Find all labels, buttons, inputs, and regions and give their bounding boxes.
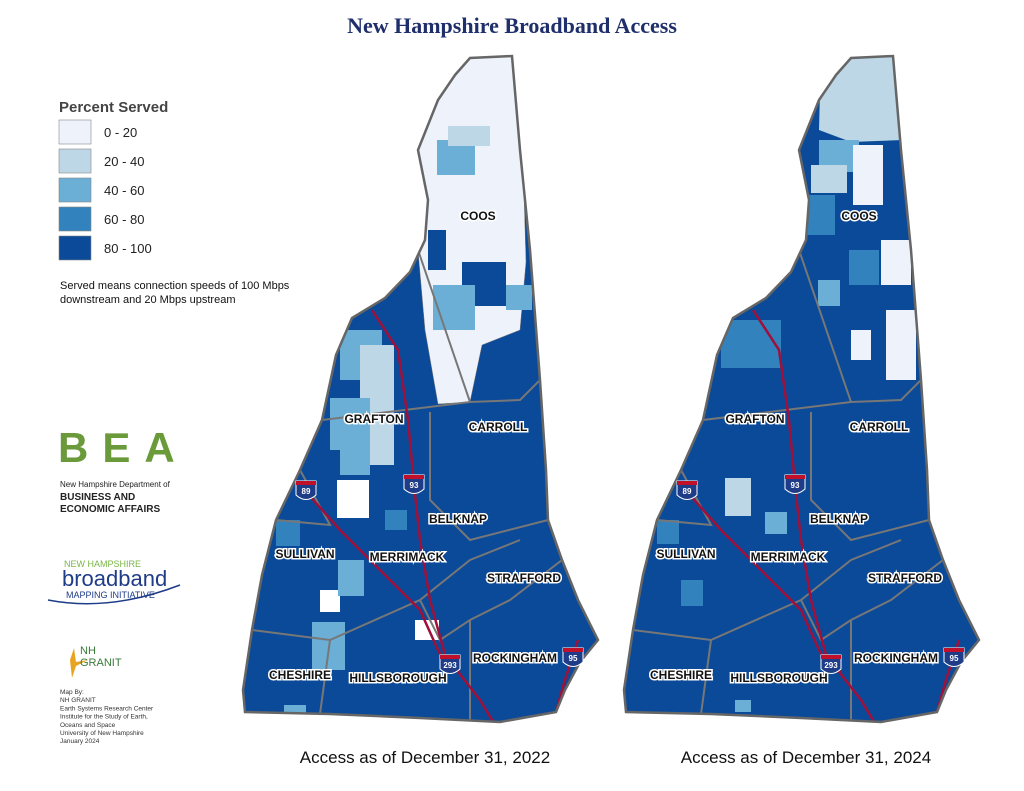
county-label: BELKNAP: [810, 512, 868, 526]
legend-swatch: [58, 177, 92, 203]
county-label: ROCKINGHAM: [473, 651, 557, 665]
highway-label: 89: [683, 487, 692, 496]
highway-label: 93: [791, 481, 800, 490]
shield-top: [440, 655, 460, 659]
highway-label: 95: [950, 654, 959, 663]
shield-top: [296, 481, 316, 485]
county-label: CHESHIRE: [269, 668, 331, 682]
highway-shield: [403, 474, 425, 494]
shield-top: [563, 648, 583, 652]
county-label: HILLSBOROUGH: [349, 671, 446, 685]
legend-swatch: [58, 235, 92, 261]
legend-label: 60 - 80: [104, 212, 144, 227]
credit-line: Institute for the Study of Earth,: [60, 714, 148, 721]
map-caption: Access as of December 31, 2024: [681, 748, 931, 767]
county-label: GRAFTON: [344, 412, 403, 426]
credit-line: Map By:: [60, 689, 84, 696]
legend-swatch: [58, 119, 92, 145]
highway-label: 293: [824, 661, 838, 670]
title: New Hampshire Broadband Access: [347, 13, 677, 38]
highway-shield: [784, 474, 806, 494]
county-label: STRAFFORD: [868, 571, 942, 585]
highway-label: 95: [569, 654, 578, 663]
highway-shield: [562, 647, 584, 667]
bea-mark: BEA: [58, 424, 189, 471]
note: downstream and 20 Mbps upstream: [60, 294, 235, 306]
county-label: ROCKINGHAM: [854, 651, 938, 665]
county-label: MERRIMACK: [370, 550, 445, 564]
bea-logo: BEA New Hampshire Department of BUSINESS…: [58, 424, 189, 515]
highway-shield: [295, 480, 317, 500]
bea-dept: BUSINESS AND: [60, 492, 135, 503]
bb-sub: MAPPING INITIATIVE: [66, 590, 155, 600]
highway-shield: [676, 480, 698, 500]
highway-label: 293: [443, 661, 457, 670]
shield-top: [821, 655, 841, 659]
credit-line: Oceans and Space: [60, 722, 116, 729]
county-label: CARROLL: [469, 420, 528, 434]
map-2022: COOS GRAFTON CARROLL BELKNAP SULLIVAN MERRIMA…: [241, 54, 600, 724]
shield-top: [785, 475, 805, 479]
legend-title: Percent Served: [59, 99, 168, 116]
county-label: SULLIVAN: [275, 547, 334, 561]
county-label: STRAFFORD: [487, 571, 561, 585]
shield-top: [677, 481, 697, 485]
county-label: HILLSBOROUGH: [730, 671, 827, 685]
bb-main: broadband: [62, 566, 167, 591]
granit: NH: [80, 645, 96, 657]
credit-line: January 2024: [60, 738, 100, 745]
highway-shield: [943, 647, 965, 667]
shield-top: [944, 648, 964, 652]
bea-dept: New Hampshire Department of: [60, 480, 171, 489]
legend-label: 20 - 40: [104, 154, 144, 169]
county-label: MERRIMACK: [751, 550, 826, 564]
broadband-logo: NEW HAMPSHIRE broadband MAPPING INITIATI…: [47, 559, 181, 605]
county-label: CARROLL: [850, 420, 909, 434]
county-label: GRAFTON: [725, 412, 784, 426]
county-label: COOS: [841, 209, 876, 223]
legend-label: 0 - 20: [104, 125, 137, 140]
county-label: SULLIVAN: [656, 547, 715, 561]
credit-line: NH GRANIT: [60, 697, 96, 704]
credit-line: University of New Hampshire: [60, 730, 144, 737]
bea-dept: ECONOMIC AFFAIRS: [60, 504, 161, 515]
legend-label: 40 - 60: [104, 183, 144, 198]
granit: GRANIT: [80, 657, 122, 669]
granit-logo: NH GRANIT: [70, 645, 122, 678]
legend-swatch: [58, 206, 92, 232]
shield-top: [404, 475, 424, 479]
highway-shield: [820, 654, 842, 674]
bb-top: NEW HAMPSHIRE: [64, 559, 141, 569]
note: Served means connection speeds of 100 Mb…: [60, 280, 290, 292]
county-label: BELKNAP: [429, 512, 487, 526]
legend: Percent Served Served means connection s…: [58, 99, 290, 306]
county-label: COOS: [460, 209, 495, 223]
star: [70, 648, 88, 678]
highway-shield: [439, 654, 461, 674]
swoosh: [47, 584, 181, 605]
credit-line: Earth Systems Research Center: [60, 705, 154, 712]
county-label: CHESHIRE: [650, 668, 712, 682]
highway-label: 93: [410, 481, 419, 490]
map-2024: COOS GRAFTON CARROLL BELKNAP SULLIVAN MERRIMA…: [622, 54, 981, 724]
legend-label: 80 - 100: [104, 241, 152, 256]
legend-swatch: [58, 148, 92, 174]
map-caption: Access as of December 31, 2022: [300, 748, 550, 767]
highway-label: 89: [302, 487, 311, 496]
